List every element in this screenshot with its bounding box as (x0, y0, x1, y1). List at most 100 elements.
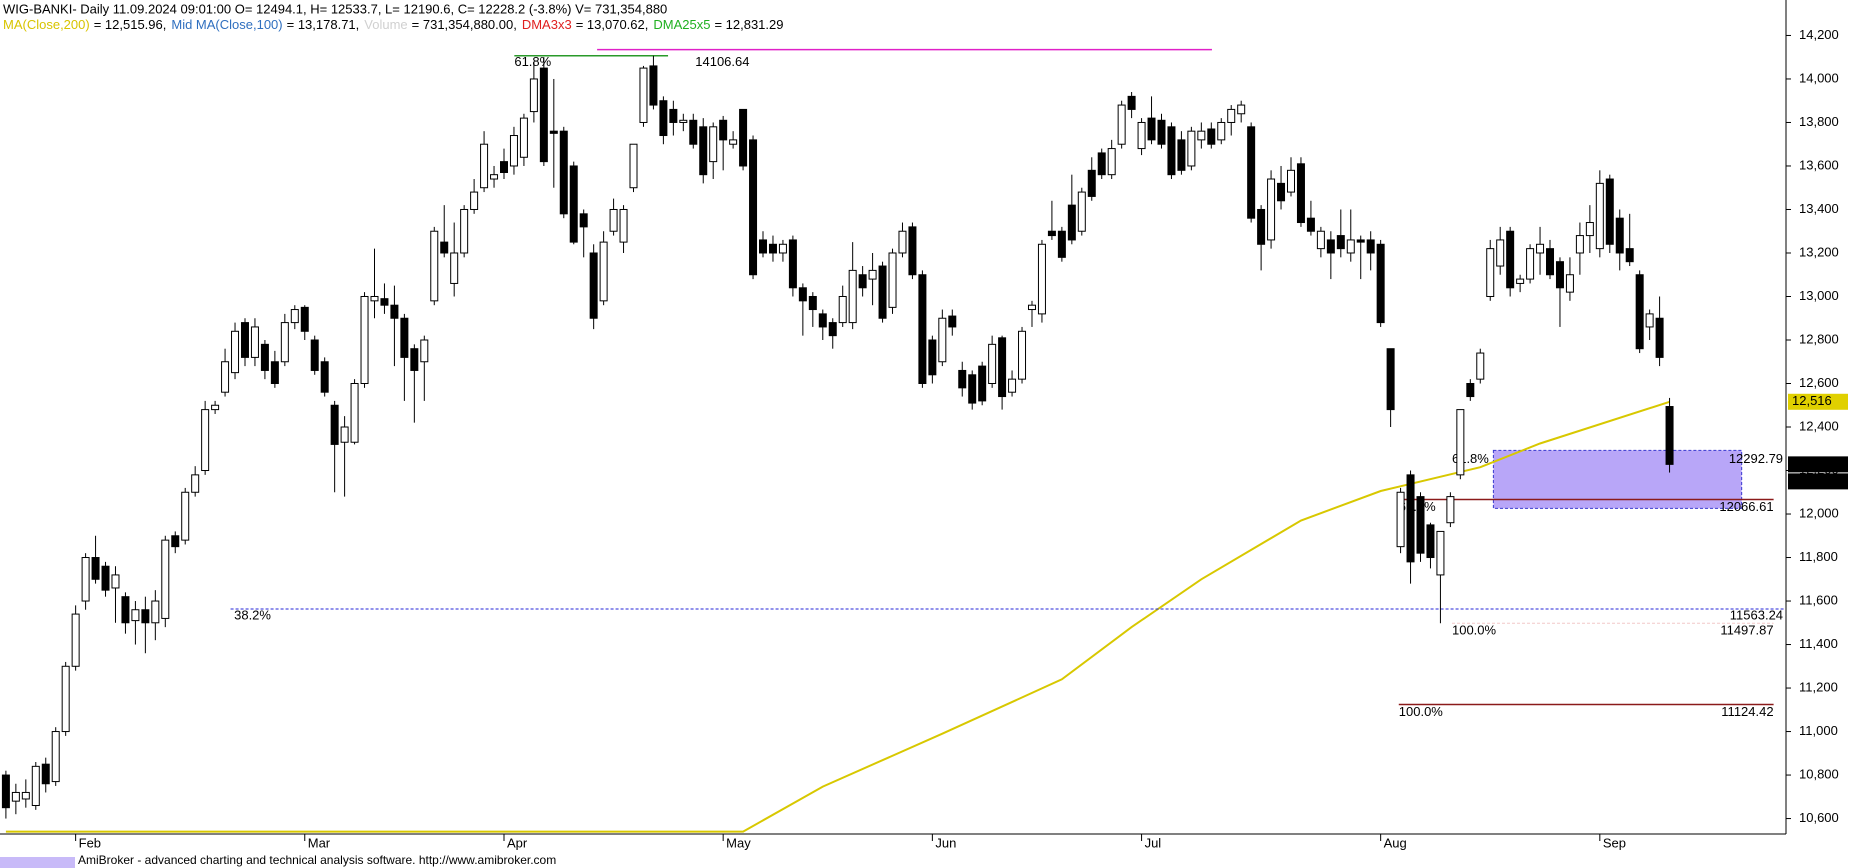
candle-body (1326, 239, 1335, 254)
candle-body (360, 295, 369, 385)
x-tick-label: Apr (507, 835, 528, 850)
candle-body (330, 404, 339, 445)
candle-body (659, 100, 668, 137)
candle-body (111, 574, 120, 589)
candle-body (1655, 317, 1664, 358)
candle-body (1406, 474, 1415, 563)
candle-body (1047, 230, 1056, 237)
y-tick-label: 13,400 (1799, 201, 1839, 216)
candle-body (1426, 524, 1435, 559)
y-tick-label: 12,000 (1799, 505, 1839, 520)
candle-body (828, 322, 837, 337)
candle-body (1, 774, 10, 809)
candle-body (928, 339, 937, 376)
candle-body (181, 491, 190, 541)
candle-body (1067, 204, 1076, 241)
candle-body (1645, 313, 1654, 328)
candle-body (400, 317, 409, 358)
price-tag-label: 12,228.2 (1792, 473, 1843, 488)
candle-body (310, 339, 319, 371)
price-tag-label: 12,228.2 (1792, 456, 1843, 471)
candle-body (1516, 278, 1525, 284)
candle-body (340, 426, 349, 443)
candle-body (559, 130, 568, 215)
candle-body (918, 274, 927, 385)
candle-body (131, 609, 140, 622)
fib-left-label: 38.2% (234, 607, 271, 622)
candle-body (739, 108, 748, 167)
price-tag (1788, 473, 1848, 490)
candle-body (1057, 230, 1066, 258)
x-tick-label: May (726, 835, 751, 850)
candle-body (699, 126, 708, 176)
candle-body (649, 65, 658, 106)
candle-body (1536, 243, 1545, 254)
candle-body (121, 596, 130, 624)
x-tick-label: Jul (1145, 835, 1162, 850)
candle-body (798, 287, 807, 302)
y-tick-label: 11,600 (1799, 592, 1838, 607)
candle-body (480, 143, 489, 189)
candle-body (529, 78, 538, 113)
candle-body (539, 67, 548, 163)
candle-body (1247, 126, 1256, 219)
candle-body (290, 309, 299, 324)
candle-body (669, 108, 678, 123)
candle-body (41, 763, 50, 785)
candle-body (749, 139, 758, 276)
candle-body (629, 143, 638, 189)
y-tick-label: 11,800 (1799, 549, 1838, 564)
fib-left-label: 100.0% (1452, 623, 1497, 638)
candle-body (1366, 239, 1375, 254)
indicator-value: = 13,070.62, (576, 17, 649, 32)
candle-body (101, 565, 110, 591)
candle-body (430, 230, 439, 302)
candle-body (808, 295, 817, 311)
candle-body (211, 404, 220, 411)
candle-body (589, 252, 598, 319)
candle-body (370, 295, 379, 302)
candle-body (1376, 243, 1385, 324)
candle-body (838, 295, 847, 324)
candle-body (280, 322, 289, 363)
chart-title: WIG-BANKI- Daily 11.09.2024 09:01:00 O= … (3, 1, 667, 16)
x-tick-label: Sep (1603, 835, 1626, 850)
footer: AmiBroker - advanced charting and techni… (78, 853, 556, 867)
candle-body (1346, 239, 1355, 254)
candle-body (250, 326, 259, 358)
candle-body (1147, 117, 1156, 141)
candle-body (1546, 248, 1555, 276)
indicator-name: DMA25x5 (653, 17, 710, 32)
candle-body (1207, 128, 1216, 145)
candle-body (51, 731, 60, 783)
candle-body (350, 383, 359, 443)
indicator-value: = 13,178.71, (287, 17, 360, 32)
candle-body (410, 348, 419, 371)
fib-right-label: 14106.64 (695, 54, 749, 69)
candle-body (689, 119, 698, 145)
candle-body (978, 365, 987, 402)
candle-body (1585, 222, 1594, 237)
candle-body (968, 374, 977, 404)
fib-left-label: 61.8% (514, 54, 551, 69)
candle-body (868, 269, 877, 280)
candle-body (71, 613, 80, 667)
indicator-line: MA(Close,200) = 12,515.96, Mid MA(Close,10… (3, 17, 783, 32)
candle-body (1306, 217, 1315, 232)
candle-body (270, 361, 279, 385)
candle-body (619, 208, 628, 243)
candle-body (440, 241, 449, 254)
y-tick-label: 11,000 (1799, 723, 1838, 738)
candle-body (1336, 235, 1345, 250)
y-tick-label: 13,800 (1799, 114, 1839, 129)
price-tag (1788, 393, 1848, 410)
candle-body (1436, 530, 1445, 576)
candle-body (141, 609, 150, 624)
candle-body (1257, 208, 1266, 245)
candle-body (639, 67, 648, 123)
candle-body (1177, 139, 1186, 171)
candle-body (1635, 274, 1644, 350)
candle-body (231, 330, 240, 374)
candle-body (320, 361, 329, 393)
fib-right-label: 11497.87 (1720, 623, 1773, 638)
